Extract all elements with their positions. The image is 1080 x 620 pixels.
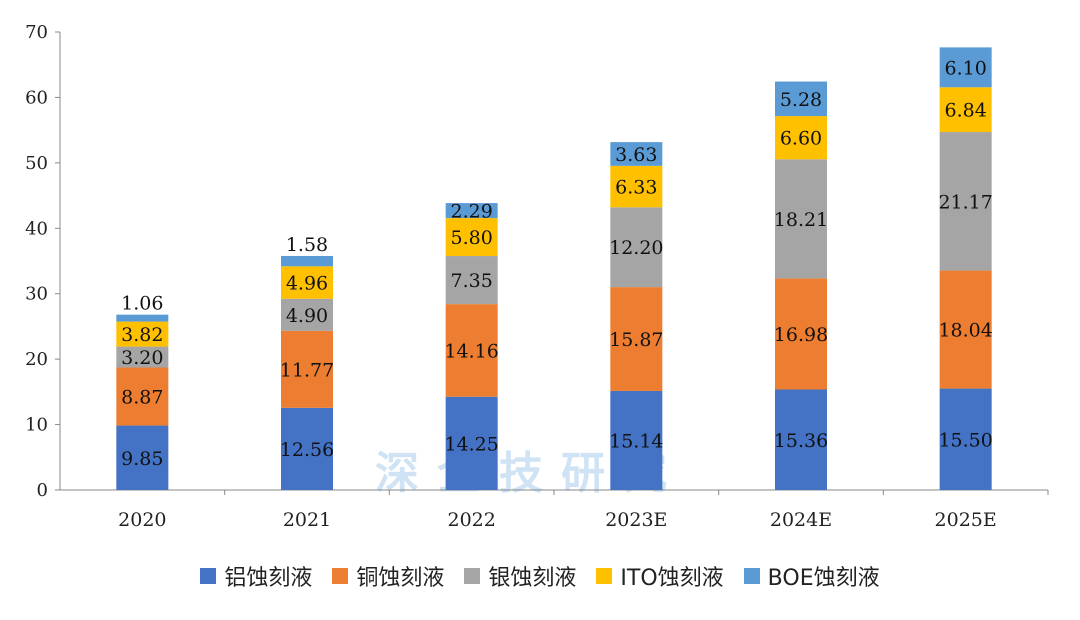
legend-label: 铝蚀刻液	[224, 566, 313, 591]
bar-segment	[939, 87, 992, 133]
legend-item: 铜蚀刻液	[332, 560, 444, 592]
bar-segment	[281, 298, 333, 331]
bar-segment	[610, 142, 663, 166]
bar-segment	[445, 218, 498, 257]
bar-segment	[445, 304, 498, 397]
data-label: 12.20	[609, 237, 663, 259]
legend-item: ITO蚀刻液	[596, 560, 724, 592]
data-label: 5.80	[451, 227, 493, 249]
x-tick-label: 2022	[447, 509, 495, 531]
data-label: 14.16	[444, 340, 498, 362]
data-label: 3.63	[615, 144, 657, 166]
x-tick-label: 2021	[283, 509, 331, 531]
data-label: 7.35	[451, 270, 493, 292]
bar-segment	[281, 255, 333, 267]
bar-segment	[939, 47, 992, 88]
data-label: 6.84	[945, 100, 987, 122]
legend-label: BOE蚀刻液	[767, 566, 880, 591]
y-tick-label: 40	[25, 218, 48, 239]
data-label: 3.82	[121, 324, 163, 346]
bar-segment	[610, 287, 663, 391]
y-tick-label: 30	[25, 284, 48, 305]
legend-item: BOE蚀刻液	[743, 560, 880, 592]
bar-segment	[116, 346, 169, 368]
legend-label: 铜蚀刻液	[356, 566, 445, 591]
data-label: 4.96	[286, 273, 328, 295]
legend-swatch	[332, 568, 349, 584]
data-label: 2.29	[451, 201, 493, 223]
bar-segment	[281, 266, 333, 299]
data-label: 15.36	[774, 430, 828, 452]
bar-segment	[116, 367, 169, 426]
bar-segment	[939, 132, 992, 271]
bar-segment	[610, 207, 663, 288]
x-tick-label: 2025E	[935, 509, 997, 531]
legend-swatch	[464, 568, 481, 584]
bar-segment	[281, 407, 333, 490]
bar-segment	[445, 396, 498, 490]
y-tick-label: 20	[25, 349, 48, 370]
bar-segment	[116, 425, 169, 490]
data-label: 6.33	[615, 177, 657, 199]
legend-item: 铝蚀刻液	[200, 560, 312, 592]
data-label: 8.87	[121, 387, 163, 409]
data-label: 14.25	[444, 433, 498, 455]
data-label: 16.98	[774, 324, 828, 346]
y-tick-label: 0	[37, 480, 48, 501]
y-tick-label: 60	[25, 87, 48, 108]
data-label: 18.21	[774, 209, 828, 231]
data-label: 15.14	[609, 430, 663, 452]
bar-segment	[445, 256, 498, 305]
data-label: 9.85	[121, 448, 163, 470]
data-label: 1.06	[121, 293, 163, 315]
bar-segment	[281, 330, 333, 408]
data-label: 15.50	[938, 429, 992, 451]
data-label: 11.77	[280, 359, 334, 381]
y-tick-label: 50	[25, 153, 48, 174]
data-label: 5.28	[780, 89, 822, 111]
bar-segment	[775, 116, 827, 160]
legend-item: 银蚀刻液	[464, 560, 576, 592]
data-label: 1.58	[286, 234, 328, 256]
bar-segment	[775, 389, 827, 490]
bar-segment	[775, 278, 827, 390]
bar-segment	[445, 203, 498, 219]
y-tick-label: 10	[25, 415, 48, 436]
legend-swatch	[596, 568, 613, 584]
bar-segment	[775, 159, 827, 279]
data-label: 21.17	[938, 191, 992, 213]
bar-segment	[939, 270, 992, 389]
bar-segment	[116, 314, 169, 322]
data-label: 12.56	[280, 439, 334, 461]
data-label: 18.04	[938, 320, 992, 342]
y-tick-label: 70	[25, 22, 48, 43]
data-label: 3.20	[121, 347, 163, 369]
data-label: 15.87	[609, 329, 663, 351]
legend-swatch	[200, 568, 217, 584]
bar-segment	[610, 165, 663, 208]
bar-segment	[610, 390, 663, 490]
data-label: 4.90	[286, 305, 328, 327]
data-label: 6.10	[945, 57, 987, 79]
legend-label: ITO蚀刻液	[620, 566, 724, 591]
x-tick-label: 2024E	[770, 509, 832, 531]
data-label: 6.60	[780, 128, 822, 150]
bar-segment	[939, 388, 992, 490]
bar-segment	[775, 81, 827, 117]
legend: 铝蚀刻液 铜蚀刻液 银蚀刻液 ITO蚀刻液 BOE蚀刻液	[0, 560, 1080, 592]
x-tick-label: 2020	[118, 509, 166, 531]
x-tick-label: 2023E	[605, 509, 667, 531]
legend-swatch	[743, 568, 760, 584]
legend-label: 银蚀刻液	[488, 566, 577, 591]
bar-segment	[116, 321, 169, 347]
